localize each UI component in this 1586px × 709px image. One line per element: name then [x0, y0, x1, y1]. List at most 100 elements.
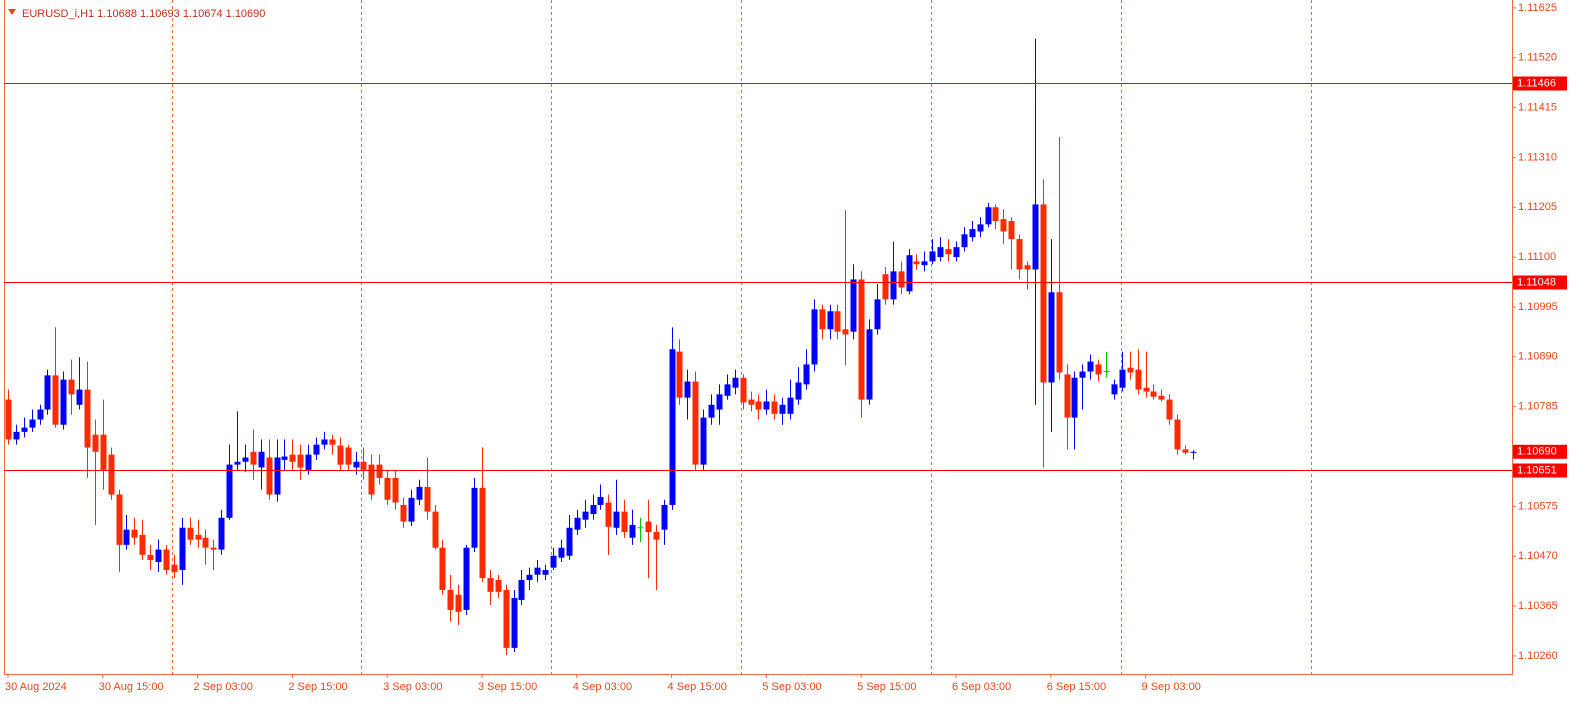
candle-body — [1071, 377, 1078, 418]
candle-body — [400, 504, 407, 522]
x-tick-label: 4 Sep 15:00 — [668, 681, 727, 693]
candle-body — [305, 454, 312, 470]
candle-body — [281, 456, 288, 460]
candle-body — [353, 461, 360, 468]
candle-body — [669, 349, 676, 505]
candle-body — [1095, 364, 1102, 375]
time-grid — [172, 0, 1312, 674]
candle-body — [898, 271, 905, 288]
candle-body — [408, 497, 415, 522]
candle-body — [479, 487, 486, 579]
candle-body — [827, 311, 834, 330]
candle-body — [1143, 387, 1150, 392]
y-tick-label: 1.11310 — [1518, 151, 1557, 163]
y-tick-label: 1.10260 — [1518, 650, 1558, 662]
candle-body — [147, 554, 154, 561]
candle-body — [755, 401, 762, 410]
candle-body — [1024, 265, 1031, 270]
candle-body — [700, 417, 707, 465]
candle-body — [1064, 374, 1071, 418]
candle-body — [1135, 369, 1142, 390]
candle-body — [945, 249, 952, 255]
candle-body — [582, 511, 589, 520]
candle-body — [874, 299, 881, 330]
candle-body — [100, 434, 107, 470]
candle-body — [345, 447, 352, 465]
candle-body — [676, 351, 683, 398]
candle-body — [819, 309, 826, 330]
candle-body — [605, 502, 612, 527]
candle-body — [526, 574, 533, 580]
level-tag — [1513, 463, 1567, 478]
candle-body — [21, 427, 28, 432]
candle-body — [84, 389, 91, 448]
candle-body — [1056, 292, 1063, 373]
candle-body — [613, 511, 620, 528]
candle-body — [202, 537, 209, 548]
candle-body — [29, 419, 36, 428]
x-tick-label: 5 Sep 03:00 — [762, 681, 821, 693]
candle-body — [534, 567, 541, 575]
candle-body — [763, 401, 770, 410]
y-tick-label: 1.10470 — [1518, 550, 1558, 562]
candle-body — [779, 404, 786, 414]
candle-body — [495, 579, 502, 592]
candle-body — [5, 399, 12, 440]
candle-body — [1048, 292, 1055, 383]
candle-body — [179, 527, 186, 571]
candle-body — [376, 464, 383, 478]
candle-body — [961, 234, 968, 248]
title-arrow — [8, 9, 16, 15]
candle-body — [882, 274, 889, 300]
candle-body — [811, 309, 818, 365]
x-tick-label: 9 Sep 03:00 — [1142, 681, 1201, 693]
candle-body — [155, 549, 162, 562]
candle-body — [487, 578, 494, 592]
candle-body — [708, 404, 715, 418]
candle-body — [1119, 369, 1126, 388]
candle-body — [432, 511, 439, 548]
y-tick-label: 1.11625 — [1518, 2, 1557, 14]
candle-body — [748, 399, 755, 405]
candle-body — [803, 364, 810, 385]
candle-body — [1111, 384, 1118, 395]
candle-body — [566, 527, 573, 556]
candle-body — [463, 547, 470, 610]
candle-body — [226, 464, 233, 518]
y-tick-label: 1.10785 — [1518, 401, 1558, 413]
candle-body — [787, 397, 794, 414]
candle-body — [1150, 391, 1157, 397]
y-tick-label: 1.10365 — [1518, 600, 1558, 612]
price-tag — [1513, 444, 1567, 459]
candle-body — [692, 381, 699, 465]
candle-body — [447, 589, 454, 610]
candle-body — [953, 247, 960, 258]
candle-body — [337, 445, 344, 465]
y-tick-label: 1.10995 — [1518, 301, 1558, 313]
candle-body — [116, 494, 123, 545]
candle-body — [1008, 221, 1015, 240]
x-tick-label: 3 Sep 03:00 — [383, 681, 442, 693]
candle-body — [732, 377, 739, 388]
candle-body — [795, 382, 802, 400]
x-tick-label: 6 Sep 03:00 — [952, 681, 1011, 693]
candle-body — [266, 457, 273, 495]
x-tick-label: 6 Sep 15:00 — [1047, 681, 1106, 693]
candle-body — [1174, 419, 1181, 450]
candle-body — [297, 454, 304, 468]
candle-body — [139, 534, 146, 555]
candle-body — [37, 409, 44, 420]
candle-body — [1190, 451, 1197, 453]
candle-body — [416, 486, 423, 500]
candle-body — [163, 549, 170, 571]
level-label: 1.11466 — [1517, 77, 1556, 89]
candle-body — [645, 521, 652, 533]
candle-body — [171, 564, 178, 572]
candle-body — [210, 547, 217, 550]
candle-body — [1087, 361, 1094, 372]
x-tick-label: 30 Aug 2024 — [5, 681, 67, 693]
y-tick-label: 1.11205 — [1518, 201, 1557, 213]
level-label: 1.11048 — [1517, 276, 1556, 288]
candle-body — [360, 461, 367, 470]
